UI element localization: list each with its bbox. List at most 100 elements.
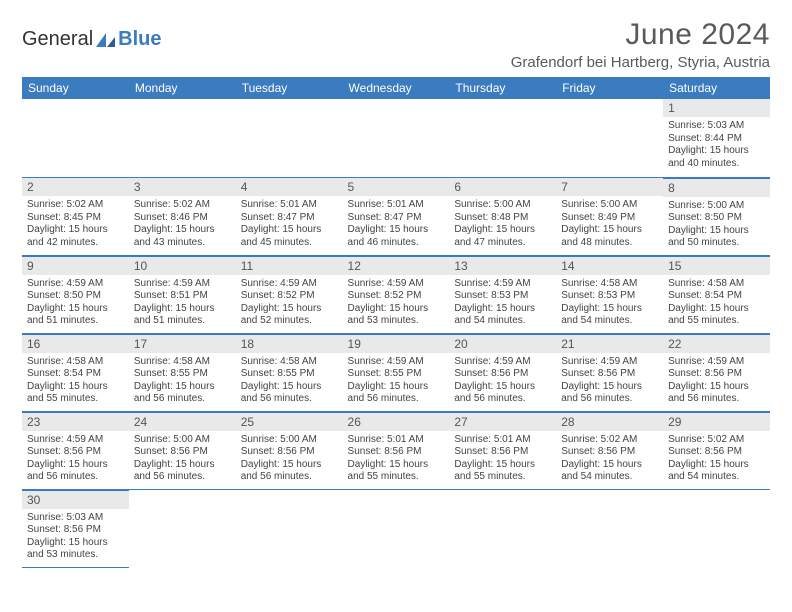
sunset-line: Sunset: 8:55 PM <box>134 368 231 381</box>
sunrise-line: Sunrise: 4:58 AM <box>134 356 231 369</box>
calendar-body: 1Sunrise: 5:03 AMSunset: 8:44 PMDaylight… <box>22 99 770 567</box>
calendar-cell: 5Sunrise: 5:01 AMSunset: 8:47 PMDaylight… <box>343 177 450 255</box>
daylight-line: Daylight: 15 hours and 53 minutes. <box>27 537 124 562</box>
calendar-cell <box>663 489 770 567</box>
sunrise-line: Sunrise: 4:59 AM <box>454 278 551 291</box>
daylight-line: Daylight: 15 hours and 55 minutes. <box>348 459 445 484</box>
daylight-line: Daylight: 15 hours and 48 minutes. <box>561 224 658 249</box>
day-info: Sunrise: 4:59 AMSunset: 8:51 PMDaylight:… <box>129 275 236 332</box>
daylight-line: Daylight: 15 hours and 56 minutes. <box>241 459 338 484</box>
calendar-cell: 8Sunrise: 5:00 AMSunset: 8:50 PMDaylight… <box>663 177 770 255</box>
sunset-line: Sunset: 8:56 PM <box>454 368 551 381</box>
daylight-line: Daylight: 15 hours and 56 minutes. <box>561 381 658 406</box>
day-header: Monday <box>129 77 236 99</box>
day-number: 5 <box>343 177 450 196</box>
calendar-week: 23Sunrise: 4:59 AMSunset: 8:56 PMDayligh… <box>22 411 770 489</box>
sunrise-line: Sunrise: 4:58 AM <box>241 356 338 369</box>
sunrise-line: Sunrise: 4:59 AM <box>134 278 231 291</box>
sunset-line: Sunset: 8:55 PM <box>348 368 445 381</box>
daylight-line: Daylight: 15 hours and 54 minutes. <box>561 303 658 328</box>
sunset-line: Sunset: 8:56 PM <box>348 446 445 459</box>
day-info: Sunrise: 5:02 AMSunset: 8:56 PMDaylight:… <box>556 431 663 488</box>
month-title: June 2024 <box>511 18 770 52</box>
sunrise-line: Sunrise: 5:01 AM <box>241 199 338 212</box>
calendar-cell <box>129 99 236 177</box>
calendar-head: SundayMondayTuesdayWednesdayThursdayFrid… <box>22 77 770 99</box>
calendar-cell <box>22 99 129 177</box>
day-header-row: SundayMondayTuesdayWednesdayThursdayFrid… <box>22 77 770 99</box>
day-info: Sunrise: 5:00 AMSunset: 8:50 PMDaylight:… <box>663 197 770 254</box>
calendar-cell <box>343 99 450 177</box>
day-info: Sunrise: 4:58 AMSunset: 8:53 PMDaylight:… <box>556 275 663 332</box>
day-number: 27 <box>449 412 556 431</box>
sunset-line: Sunset: 8:56 PM <box>561 368 658 381</box>
calendar-cell: 11Sunrise: 4:59 AMSunset: 8:52 PMDayligh… <box>236 255 343 333</box>
day-number: 19 <box>343 334 450 353</box>
day-info: Sunrise: 4:59 AMSunset: 8:52 PMDaylight:… <box>343 275 450 332</box>
daylight-line: Daylight: 15 hours and 40 minutes. <box>668 145 765 170</box>
calendar-cell: 13Sunrise: 4:59 AMSunset: 8:53 PMDayligh… <box>449 255 556 333</box>
calendar-cell: 19Sunrise: 4:59 AMSunset: 8:55 PMDayligh… <box>343 333 450 411</box>
day-number: 4 <box>236 177 343 196</box>
header-row: General Blue June 2024 Grafendorf bei Ha… <box>22 18 770 71</box>
sunrise-line: Sunrise: 4:59 AM <box>27 278 124 291</box>
sunset-line: Sunset: 8:56 PM <box>454 446 551 459</box>
logo: General Blue <box>22 28 162 51</box>
calendar-cell: 2Sunrise: 5:02 AMSunset: 8:45 PMDaylight… <box>22 177 129 255</box>
daylight-line: Daylight: 15 hours and 53 minutes. <box>348 303 445 328</box>
day-info: Sunrise: 5:03 AMSunset: 8:56 PMDaylight:… <box>22 509 129 566</box>
calendar-week: 9Sunrise: 4:59 AMSunset: 8:50 PMDaylight… <box>22 255 770 333</box>
day-info: Sunrise: 4:58 AMSunset: 8:54 PMDaylight:… <box>22 353 129 410</box>
sunset-line: Sunset: 8:56 PM <box>27 446 124 459</box>
day-number: 26 <box>343 412 450 431</box>
calendar-cell: 9Sunrise: 4:59 AMSunset: 8:50 PMDaylight… <box>22 255 129 333</box>
day-number: 7 <box>556 177 663 196</box>
sunset-line: Sunset: 8:52 PM <box>348 290 445 303</box>
day-number: 12 <box>343 256 450 275</box>
calendar-table: SundayMondayTuesdayWednesdayThursdayFrid… <box>22 77 770 568</box>
day-number: 17 <box>129 334 236 353</box>
calendar-cell: 15Sunrise: 4:58 AMSunset: 8:54 PMDayligh… <box>663 255 770 333</box>
day-info: Sunrise: 4:58 AMSunset: 8:55 PMDaylight:… <box>129 353 236 410</box>
day-number: 9 <box>22 256 129 275</box>
daylight-line: Daylight: 15 hours and 56 minutes. <box>454 381 551 406</box>
day-number: 21 <box>556 334 663 353</box>
day-number: 25 <box>236 412 343 431</box>
day-number: 10 <box>129 256 236 275</box>
daylight-line: Daylight: 15 hours and 42 minutes. <box>27 224 124 249</box>
sunset-line: Sunset: 8:47 PM <box>241 212 338 225</box>
daylight-line: Daylight: 15 hours and 47 minutes. <box>454 224 551 249</box>
day-number: 14 <box>556 256 663 275</box>
sunset-line: Sunset: 8:46 PM <box>134 212 231 225</box>
day-info: Sunrise: 4:59 AMSunset: 8:50 PMDaylight:… <box>22 275 129 332</box>
calendar-cell: 14Sunrise: 4:58 AMSunset: 8:53 PMDayligh… <box>556 255 663 333</box>
day-number: 24 <box>129 412 236 431</box>
daylight-line: Daylight: 15 hours and 56 minutes. <box>668 381 765 406</box>
logo-sail-icon <box>95 32 117 48</box>
sunrise-line: Sunrise: 5:03 AM <box>668 120 765 133</box>
daylight-line: Daylight: 15 hours and 56 minutes. <box>134 459 231 484</box>
calendar-cell <box>449 99 556 177</box>
daylight-line: Daylight: 15 hours and 54 minutes. <box>668 459 765 484</box>
day-number: 1 <box>663 99 770 117</box>
day-info: Sunrise: 4:59 AMSunset: 8:53 PMDaylight:… <box>449 275 556 332</box>
sunrise-line: Sunrise: 4:59 AM <box>561 356 658 369</box>
daylight-line: Daylight: 15 hours and 54 minutes. <box>561 459 658 484</box>
sunrise-line: Sunrise: 4:58 AM <box>27 356 124 369</box>
sunset-line: Sunset: 8:50 PM <box>668 212 765 225</box>
sunset-line: Sunset: 8:53 PM <box>454 290 551 303</box>
daylight-line: Daylight: 15 hours and 52 minutes. <box>241 303 338 328</box>
daylight-line: Daylight: 15 hours and 51 minutes. <box>27 303 124 328</box>
calendar-cell: 7Sunrise: 5:00 AMSunset: 8:49 PMDaylight… <box>556 177 663 255</box>
day-info: Sunrise: 5:00 AMSunset: 8:48 PMDaylight:… <box>449 196 556 253</box>
day-number: 22 <box>663 334 770 353</box>
sunrise-line: Sunrise: 5:02 AM <box>134 199 231 212</box>
daylight-line: Daylight: 15 hours and 55 minutes. <box>668 303 765 328</box>
day-number: 2 <box>22 177 129 196</box>
day-number: 16 <box>22 334 129 353</box>
calendar-cell <box>556 99 663 177</box>
sunset-line: Sunset: 8:54 PM <box>668 290 765 303</box>
calendar-week: 30Sunrise: 5:03 AMSunset: 8:56 PMDayligh… <box>22 489 770 567</box>
day-info: Sunrise: 5:01 AMSunset: 8:47 PMDaylight:… <box>236 196 343 253</box>
calendar-cell <box>556 489 663 567</box>
